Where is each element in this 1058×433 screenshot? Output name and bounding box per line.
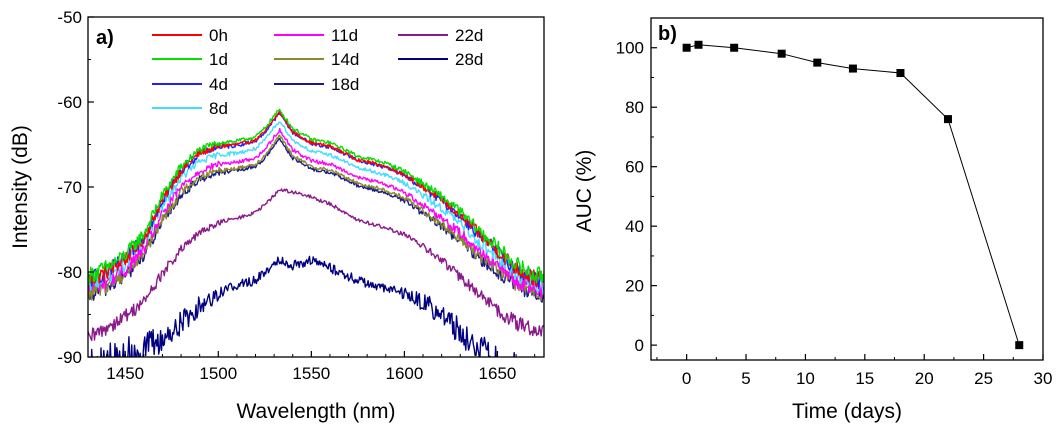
auc-x-axis-title: Time (days) (792, 400, 902, 423)
spectrum-x-tick-label: 1500 (199, 364, 237, 383)
auc-series-group (682, 40, 1024, 350)
auc-y-axis-title: AUC (%) (573, 150, 596, 233)
legend-label-14d: 14d (331, 50, 359, 69)
auc-ticks: 0 5 10 15 20 25 30 0 20 40 60 80 100 (616, 39, 1053, 388)
spectrum-series-group (88, 108, 544, 357)
legend-label-1d: 1d (209, 50, 228, 69)
legend-label-4d: 4d (209, 75, 228, 94)
spectrum-y-tick-label: -70 (57, 178, 82, 197)
spectrum-chart: 1450 1500 1550 1600 1650 -90 -80 -70 -60 -50 a) W… (9, 8, 545, 423)
auc-point (777, 49, 786, 58)
auc-line (686, 44, 1020, 346)
spectrum-series-14d (88, 134, 544, 301)
auc-y-tick-label: 100 (616, 39, 644, 58)
spectrum-y-tick-label: -50 (57, 8, 82, 27)
auc-y-tick-label: 60 (625, 158, 644, 177)
auc-point (848, 64, 857, 73)
auc-y-tick-label: 20 (625, 277, 644, 296)
spectrum-x-tick-label: 1450 (106, 364, 144, 383)
legend-label-11d: 11d (331, 26, 358, 45)
spectrum-x-tick-label: 1550 (292, 364, 330, 383)
auc-x-tick-label: 10 (796, 369, 815, 388)
auc-x-tick-label: 25 (974, 369, 993, 388)
spectrum-x-tick-label: 1600 (385, 364, 423, 383)
auc-point (943, 115, 952, 124)
legend-label-18d: 18d (331, 75, 359, 94)
auc-y-tick-label: 40 (625, 217, 644, 236)
auc-panel-label: b) (658, 23, 677, 45)
auc-point (730, 43, 739, 52)
auc-point (813, 58, 822, 67)
spectrum-x-tick-label: 1650 (479, 364, 517, 383)
auc-point (896, 69, 905, 78)
auc-point (1015, 341, 1024, 350)
auc-x-tick-label: 0 (682, 369, 691, 388)
legend-label-22d: 22d (455, 26, 483, 45)
spectrum-y-tick-label: -90 (57, 348, 82, 367)
auc-y-tick-label: 0 (635, 336, 644, 355)
auc-x-tick-label: 30 (1034, 369, 1053, 388)
legend-label-0h: 0h (209, 26, 228, 45)
auc-x-tick-label: 20 (915, 369, 934, 388)
auc-point (694, 40, 703, 49)
spectrum-legend: 0h 1d 4d 8d 11d 14d 18d 22d 28d (152, 26, 483, 118)
spectrum-series-28d (90, 255, 516, 357)
spectrum-y-axis-title: Intensity (dB) (9, 125, 32, 249)
auc-x-tick-label: 15 (855, 369, 874, 388)
spectrum-series-18d (88, 137, 544, 303)
legend-label-8d: 8d (209, 99, 228, 118)
spectrum-y-tick-label: -80 (57, 263, 82, 282)
legend-label-28d: 28d (455, 50, 483, 69)
spectrum-ticks: 1450 1500 1550 1600 1650 -90 -80 -70 -60 -50 (57, 8, 536, 383)
spectrum-x-axis-title: Wavelength (nm) (236, 400, 395, 423)
auc-x-tick-label: 5 (741, 369, 750, 388)
auc-point (682, 43, 691, 52)
spectrum-y-tick-label: -60 (57, 93, 82, 112)
spectrum-series-4d (88, 112, 544, 289)
auc-y-tick-label: 80 (625, 98, 644, 117)
spectrum-series-1d (88, 108, 544, 286)
spectrum-series-11d (88, 127, 544, 299)
spectrum-series-22d (88, 188, 544, 342)
auc-plot-frame (650, 17, 1044, 361)
spectrum-panel-label: a) (96, 27, 114, 49)
